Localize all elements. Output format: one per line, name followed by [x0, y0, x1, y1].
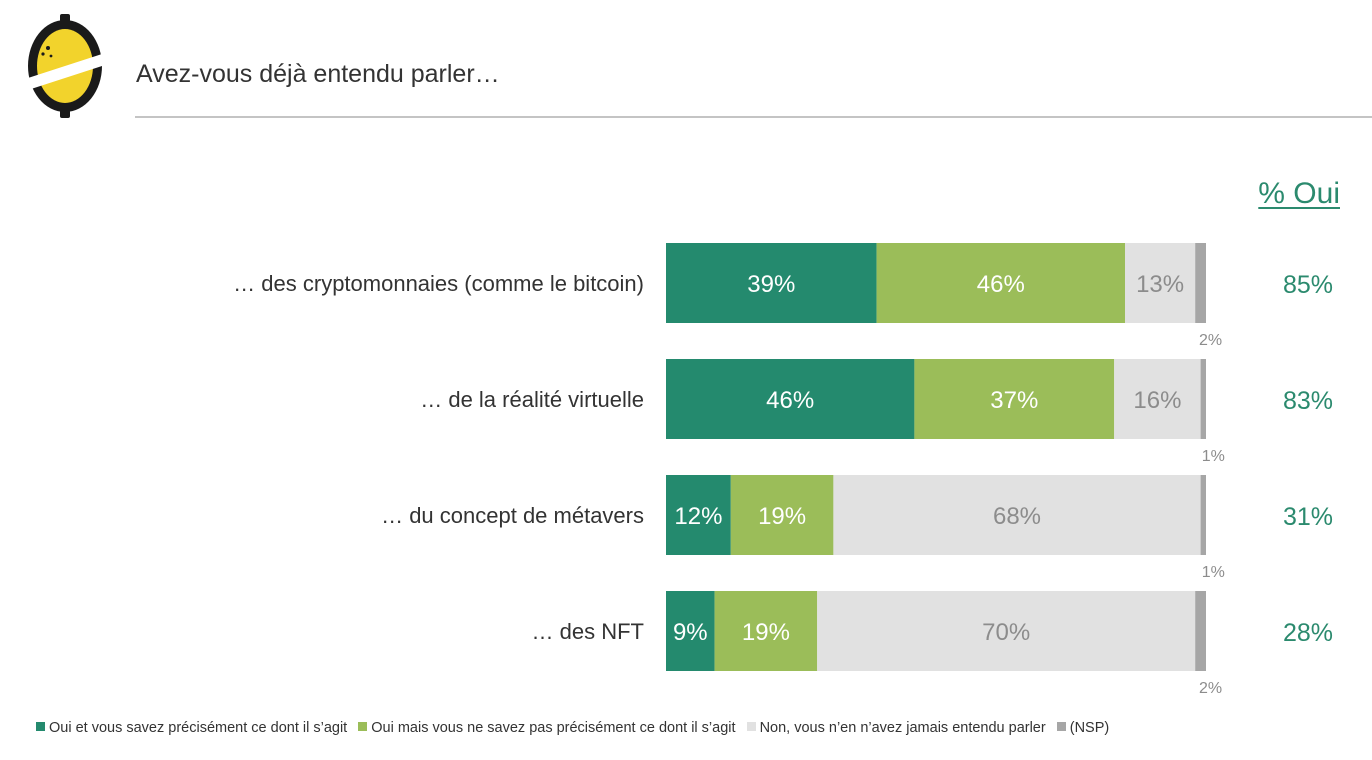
bar-segment [876, 243, 1125, 323]
bar-segment [666, 475, 731, 555]
legend-swatch [36, 722, 45, 731]
bar-segment [1195, 243, 1206, 323]
legend-label: Oui et vous savez précisément ce dont il… [49, 720, 348, 736]
legend-label: (NSP) [1069, 720, 1110, 736]
legend-swatch [746, 722, 756, 731]
bar-segment [833, 475, 1201, 555]
lemon-logo-icon [28, 14, 102, 118]
bar-segment [1200, 359, 1206, 439]
total-yes-label: 28% [1283, 619, 1333, 647]
chart-legend: Oui et vous savez précisément ce dont il… [36, 720, 1356, 736]
bar-segment [817, 591, 1196, 671]
category-label: … des cryptomonnaies (comme le bitcoin) [233, 271, 644, 296]
legend-item-oui-sait: Oui et vous savez précisément ce dont il… [36, 720, 347, 736]
data-label: 46% [977, 271, 1025, 298]
category-label: … du concept de métavers [381, 503, 644, 528]
bar-segment [1125, 243, 1196, 323]
bar-segment [1195, 591, 1206, 671]
data-label: 68% [993, 503, 1041, 530]
bar-segment [1114, 359, 1201, 439]
bar-segment [730, 475, 834, 555]
data-label: 37% [990, 387, 1038, 414]
title-divider [135, 116, 1372, 118]
data-label: 2% [1199, 680, 1222, 697]
legend-swatch [1056, 722, 1066, 731]
legend-item-non: Non, vous n’en n’avez jamais entendu par… [746, 720, 1046, 736]
legend-label: Oui mais vous ne savez pas précisément c… [371, 720, 736, 736]
legend-label: Non, vous n’en n’avez jamais entendu par… [759, 720, 1046, 736]
bar-segment [666, 591, 715, 671]
data-label: 46% [766, 387, 814, 414]
data-label: 1% [1202, 448, 1225, 465]
category-label: … de la réalité virtuelle [420, 387, 644, 412]
bar-segment [1200, 475, 1206, 555]
bar-segment [714, 591, 818, 671]
legend-item-oui-sait-pas: Oui mais vous ne savez pas précisément c… [358, 720, 736, 736]
data-label: 16% [1133, 387, 1181, 414]
bar-segment [666, 359, 915, 439]
bar-segment [666, 243, 877, 323]
page-title: Avez-vous déjà entendu parler… [136, 60, 500, 88]
category-label: … des NFT [532, 619, 644, 644]
data-label: 12% [674, 503, 722, 530]
data-label: 1% [1202, 564, 1225, 581]
legend-item-nsp: (NSP) [1056, 720, 1110, 736]
data-label: 19% [742, 619, 790, 646]
data-label: 9% [673, 619, 708, 646]
total-yes-label: 85% [1283, 271, 1333, 299]
total-yes-label: 83% [1283, 387, 1333, 415]
stacked-bar-chart: … des cryptomonnaies (comme le bitcoin) 3… [233, 243, 1333, 697]
data-label: 13% [1136, 271, 1184, 298]
legend-swatch [358, 722, 368, 731]
data-label: 39% [747, 271, 795, 298]
data-label: 2% [1199, 332, 1222, 349]
total-yes-label: 31% [1283, 503, 1333, 531]
data-label: 70% [982, 619, 1030, 646]
bar-segment [914, 359, 1115, 439]
yes-total-header: % Oui [1258, 177, 1340, 210]
data-label: 19% [758, 503, 806, 530]
